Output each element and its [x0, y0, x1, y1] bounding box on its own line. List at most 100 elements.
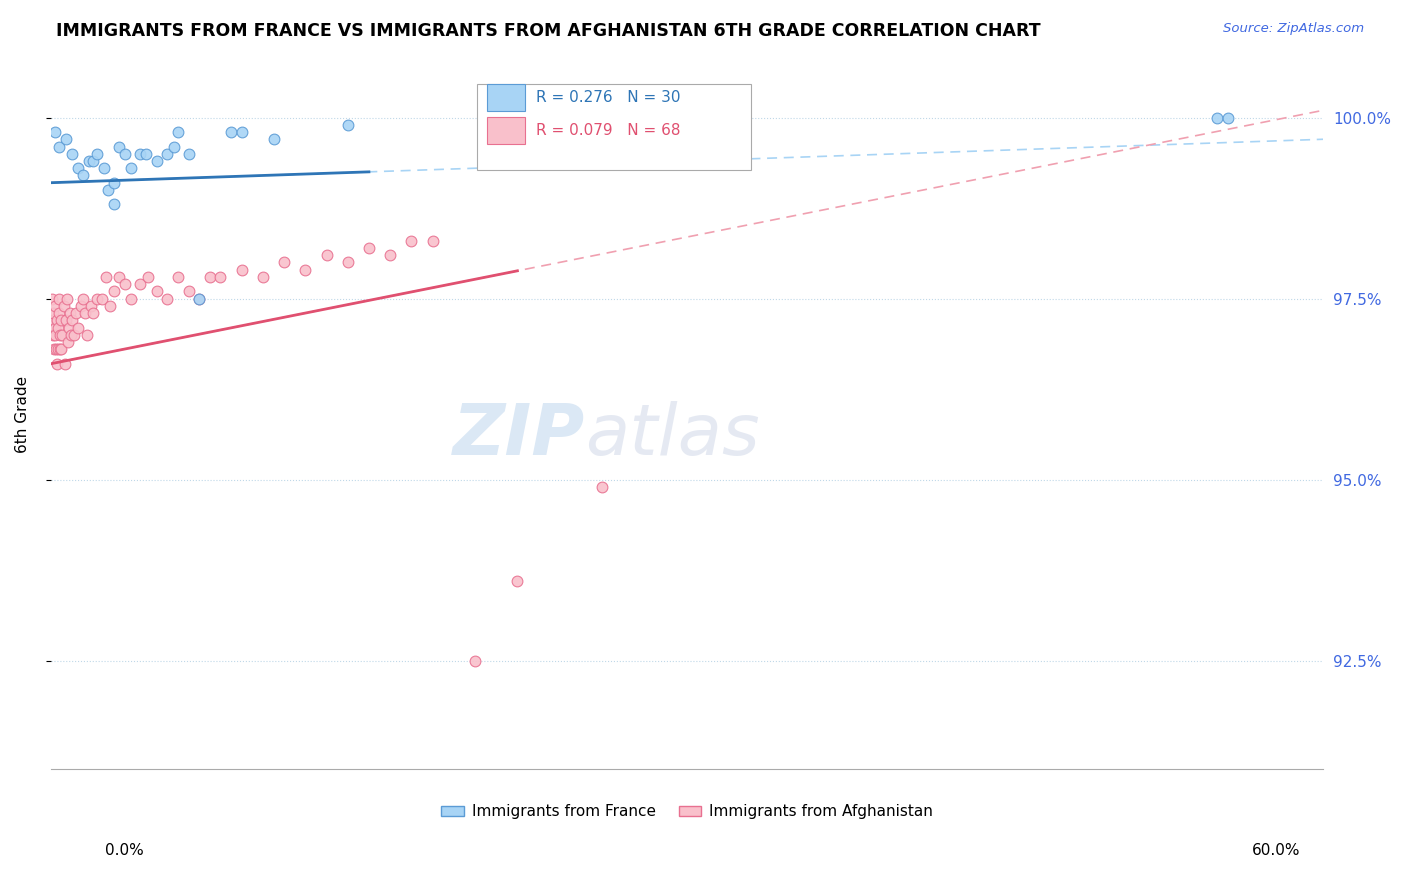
- Point: [146, 153, 169, 168]
- Text: 60.0%: 60.0%: [1253, 843, 1301, 858]
- Point: [52, 299, 75, 313]
- Point: [1216, 111, 1239, 125]
- Y-axis label: 6th Grade: 6th Grade: [15, 376, 30, 453]
- Point: [114, 146, 136, 161]
- Point: [63, 327, 86, 342]
- Text: IMMIGRANTS FROM FRANCE VS IMMIGRANTS FROM AFGHANISTAN 6TH GRADE CORRELATION CHAR: IMMIGRANTS FROM FRANCE VS IMMIGRANTS FRO…: [56, 22, 1040, 40]
- Point: [167, 269, 190, 284]
- Text: Source: ZipAtlas.com: Source: ZipAtlas.com: [1223, 22, 1364, 36]
- Point: [46, 357, 69, 371]
- Point: [103, 197, 125, 211]
- Point: [44, 327, 66, 342]
- Point: [94, 269, 117, 284]
- Point: [273, 255, 295, 269]
- Point: [401, 234, 423, 248]
- Point: [76, 327, 98, 342]
- Point: [97, 183, 120, 197]
- Point: [41, 292, 63, 306]
- FancyBboxPatch shape: [477, 85, 751, 169]
- Point: [198, 269, 221, 284]
- Point: [73, 306, 96, 320]
- Point: [59, 327, 82, 342]
- Point: [82, 306, 104, 320]
- Point: [315, 248, 337, 262]
- Point: [53, 357, 76, 371]
- Point: [41, 313, 63, 327]
- Point: [45, 343, 67, 357]
- Point: [107, 269, 129, 284]
- Point: [67, 320, 90, 334]
- Point: [72, 292, 94, 306]
- Point: [48, 306, 70, 320]
- Point: [65, 306, 87, 320]
- FancyBboxPatch shape: [488, 84, 526, 111]
- Point: [103, 285, 125, 299]
- Text: R = 0.276   N = 30: R = 0.276 N = 30: [536, 90, 681, 104]
- Point: [1206, 111, 1229, 125]
- Point: [46, 320, 69, 334]
- Point: [69, 299, 91, 313]
- Legend: Immigrants from France, Immigrants from Afghanistan: Immigrants from France, Immigrants from …: [434, 798, 939, 825]
- Point: [103, 176, 125, 190]
- Point: [93, 161, 115, 176]
- Point: [357, 241, 380, 255]
- Point: [80, 299, 103, 313]
- Point: [60, 313, 83, 327]
- Text: 0.0%: 0.0%: [105, 843, 145, 858]
- Point: [167, 125, 190, 139]
- Point: [59, 306, 82, 320]
- Point: [98, 299, 121, 313]
- Point: [67, 161, 90, 176]
- Point: [209, 269, 232, 284]
- Point: [58, 320, 80, 334]
- Point: [77, 153, 100, 168]
- Point: [72, 169, 94, 183]
- Text: R = 0.079   N = 68: R = 0.079 N = 68: [536, 123, 681, 138]
- Point: [219, 125, 242, 139]
- Point: [114, 277, 136, 291]
- Point: [48, 139, 70, 153]
- Point: [422, 234, 444, 248]
- Point: [42, 327, 65, 342]
- Point: [44, 125, 66, 139]
- Point: [146, 285, 169, 299]
- Point: [44, 320, 66, 334]
- Point: [135, 146, 157, 161]
- Point: [86, 292, 108, 306]
- Point: [82, 153, 104, 168]
- Point: [336, 255, 359, 269]
- Point: [188, 292, 211, 306]
- Point: [46, 343, 69, 357]
- Point: [42, 343, 65, 357]
- Point: [156, 146, 179, 161]
- Point: [44, 299, 66, 313]
- Point: [45, 313, 67, 327]
- Point: [188, 292, 211, 306]
- Point: [48, 343, 70, 357]
- Point: [120, 292, 142, 306]
- Point: [49, 313, 72, 327]
- Point: [138, 269, 160, 284]
- Text: atlas: atlas: [585, 401, 759, 470]
- Point: [60, 146, 83, 161]
- Point: [177, 285, 200, 299]
- Point: [86, 146, 108, 161]
- Point: [263, 132, 285, 146]
- Point: [56, 334, 79, 349]
- Point: [156, 292, 179, 306]
- FancyBboxPatch shape: [488, 117, 526, 144]
- Point: [506, 574, 529, 588]
- Point: [252, 269, 274, 284]
- Point: [107, 139, 129, 153]
- Point: [49, 327, 72, 342]
- Point: [48, 292, 70, 306]
- Point: [129, 146, 152, 161]
- Point: [378, 248, 401, 262]
- Point: [336, 118, 359, 132]
- Point: [55, 132, 77, 146]
- Point: [55, 292, 77, 306]
- Point: [51, 327, 73, 342]
- Point: [163, 139, 186, 153]
- Point: [464, 654, 486, 668]
- Point: [55, 313, 77, 327]
